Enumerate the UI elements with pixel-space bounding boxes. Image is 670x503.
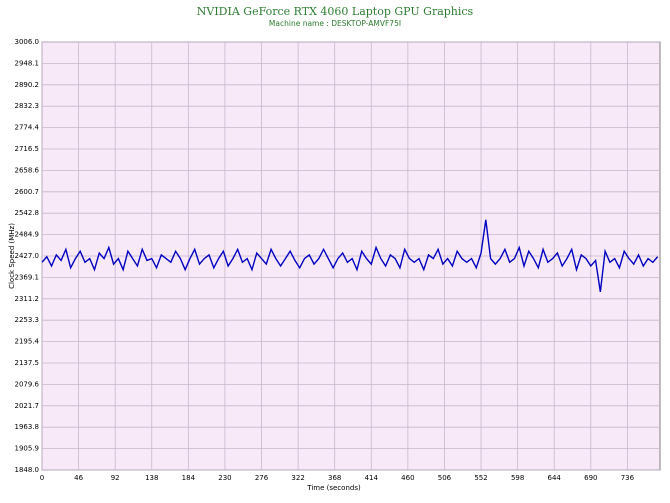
y-tick-label: 2774.4 <box>15 124 40 132</box>
y-tick-label: 2253.3 <box>15 316 40 324</box>
y-tick-label: 2600.7 <box>15 188 40 196</box>
x-tick-label: 644 <box>548 474 562 482</box>
y-tick-label: 1848.0 <box>15 466 40 474</box>
x-tick-label: 736 <box>621 474 635 482</box>
y-tick-label: 2195.4 <box>15 338 40 346</box>
y-tick-label: 2021.7 <box>15 402 40 410</box>
chart-subtitle: Machine name : DESKTOP-AMVF75I <box>269 19 401 28</box>
y-tick-label: 2311.2 <box>15 295 40 303</box>
y-tick-label: 1963.8 <box>15 423 40 431</box>
x-tick-label: 368 <box>328 474 341 482</box>
x-tick-label: 276 <box>255 474 269 482</box>
x-tick-label: 46 <box>74 474 83 482</box>
x-tick-label: 0 <box>40 474 44 482</box>
x-axis-label: Time (seconds) <box>306 484 361 492</box>
x-tick-label: 506 <box>438 474 452 482</box>
x-tick-label: 690 <box>584 474 597 482</box>
y-tick-label: 2948.1 <box>15 59 40 67</box>
x-tick-label: 322 <box>291 474 304 482</box>
y-tick-label: 2137.5 <box>15 359 40 367</box>
y-tick-label: 2890.2 <box>15 81 40 89</box>
y-tick-label: 3006.0 <box>15 38 40 46</box>
y-tick-label: 2079.6 <box>15 380 40 388</box>
x-tick-label: 138 <box>145 474 158 482</box>
y-axis-label: Clock Speed (MHz) <box>8 223 16 289</box>
y-tick-label: 2542.8 <box>15 209 40 217</box>
y-tick-label: 2484.9 <box>15 231 40 239</box>
y-tick-label: 2716.5 <box>15 145 40 153</box>
x-tick-label: 598 <box>511 474 524 482</box>
x-tick-label: 184 <box>182 474 196 482</box>
x-tick-label: 414 <box>365 474 379 482</box>
y-tick-label: 2832.3 <box>15 102 40 110</box>
y-tick-label: 2427.0 <box>15 252 40 260</box>
x-tick-label: 552 <box>474 474 487 482</box>
chart-title: NVIDIA GeForce RTX 4060 Laptop GPU Graph… <box>197 5 474 18</box>
x-tick-label: 460 <box>401 474 414 482</box>
x-tick-label: 92 <box>111 474 120 482</box>
y-tick-label: 2369.1 <box>15 273 40 281</box>
y-tick-label: 1905.9 <box>15 445 40 453</box>
data-line <box>41 219 659 292</box>
x-tick-label: 230 <box>218 474 231 482</box>
y-tick-label: 2658.6 <box>15 166 40 174</box>
